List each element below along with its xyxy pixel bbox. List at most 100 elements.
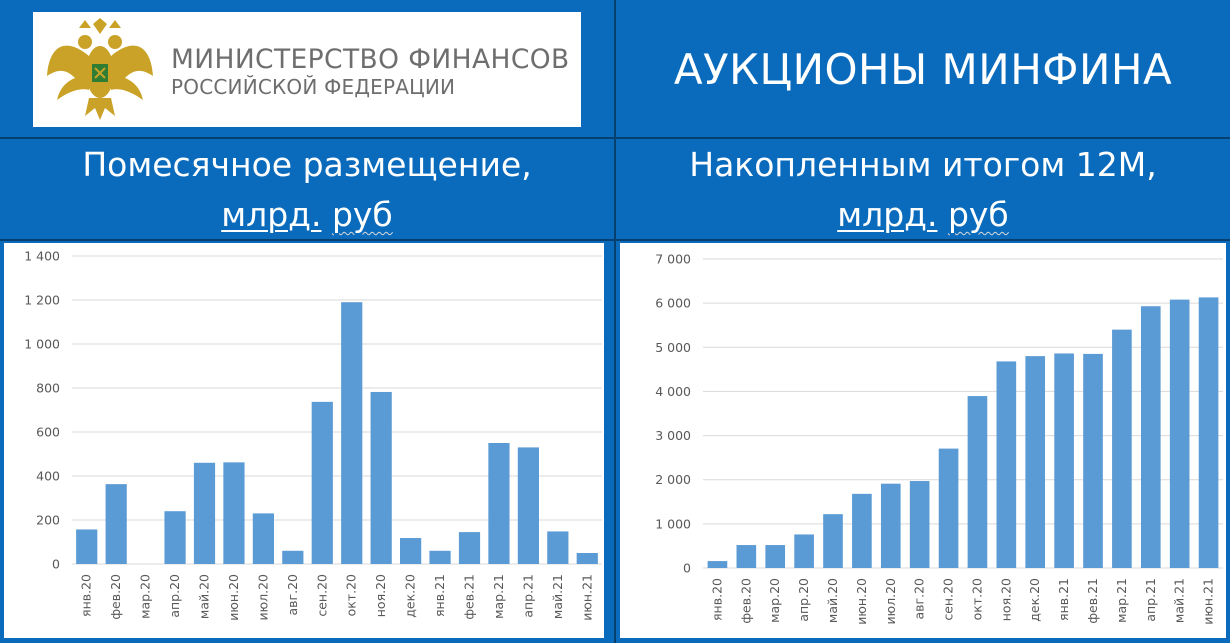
right-chart-subtitle: Накопленным итогом 12М, bbox=[689, 145, 1157, 184]
vertical-divider bbox=[614, 0, 616, 643]
x-tick-label: апр.20 bbox=[796, 578, 811, 622]
right-chart-heading: Накопленным итогом 12М, млрд. руб bbox=[616, 140, 1230, 240]
y-tick-label: 5 000 bbox=[655, 340, 691, 355]
bar bbox=[1198, 297, 1219, 568]
x-tick-label: янв.21 bbox=[432, 574, 447, 617]
x-tick-label: май.20 bbox=[825, 578, 840, 623]
bar bbox=[400, 538, 422, 564]
y-tick-label: 0 bbox=[683, 561, 691, 576]
bar bbox=[823, 514, 843, 568]
bar bbox=[1083, 353, 1103, 568]
x-tick-label: июл.20 bbox=[883, 578, 898, 625]
y-tick-label: 400 bbox=[36, 469, 60, 484]
bar bbox=[852, 493, 872, 568]
y-tick-label: 2 000 bbox=[655, 472, 691, 487]
left-unit-a: млрд. bbox=[221, 195, 322, 234]
x-tick-label: апр.21 bbox=[1143, 578, 1158, 622]
bar bbox=[1025, 356, 1046, 568]
monthly-placement-chart-panel: 0 200 400 600 800 1 000 1 200 1 400 янв.20 фев.20… bbox=[4, 243, 604, 638]
x-tick-label: авг.20 bbox=[285, 574, 300, 616]
bar bbox=[880, 483, 901, 568]
x-tick-label: фев.21 bbox=[1085, 578, 1100, 624]
x-tick-label: мар.20 bbox=[767, 578, 782, 623]
y-tick-label: 1 000 bbox=[24, 337, 60, 352]
x-tick-label: окт.20 bbox=[344, 574, 359, 616]
left-chart-heading: Помесячное размещение, млрд. руб bbox=[0, 140, 614, 240]
gridlines bbox=[703, 258, 1223, 569]
gridlines bbox=[72, 255, 602, 565]
page-title: АУКЦИОНЫ МИНФИНА bbox=[673, 44, 1173, 94]
bar bbox=[576, 553, 598, 564]
bar bbox=[429, 550, 451, 564]
x-tick-label: мар.21 bbox=[491, 574, 506, 619]
bar bbox=[517, 447, 539, 564]
x-tick-label: ноя.20 bbox=[373, 574, 388, 617]
x-tick-label: мар.21 bbox=[1114, 578, 1129, 623]
x-tick-label: апр.20 bbox=[167, 574, 182, 618]
x-tick-label: янв.21 bbox=[1056, 578, 1071, 621]
y-tick-label: 600 bbox=[36, 425, 60, 440]
y-tick-label: 1 200 bbox=[24, 293, 60, 308]
y-tick-label: 0 bbox=[52, 557, 60, 572]
left-unit-b: руб bbox=[331, 195, 393, 234]
y-tick-label: 6 000 bbox=[655, 296, 691, 311]
bar bbox=[938, 448, 959, 568]
x-tick-label: май.20 bbox=[197, 574, 212, 619]
monthly-placement-chart: 0 200 400 600 800 1 000 1 200 1 400 янв.20 фев.20… bbox=[24, 249, 602, 621]
x-tick-label: фев.20 bbox=[738, 578, 753, 624]
y-tick-label: 200 bbox=[36, 513, 60, 528]
bar bbox=[223, 462, 245, 564]
right-chart-unit: млрд. руб bbox=[616, 190, 1230, 240]
cumulative-12m-chart-panel: 0 1 000 2 000 3 000 4 000 5 000 6 000 7 000 янв.… bbox=[620, 243, 1226, 638]
bar bbox=[76, 529, 98, 564]
cumulative-12m-chart: 0 1 000 2 000 3 000 4 000 5 000 6 000 7 000 янв.… bbox=[655, 252, 1223, 625]
bar bbox=[164, 511, 186, 564]
x-tick-label: ноя.20 bbox=[998, 578, 1013, 621]
x-tick-label: май.21 bbox=[1172, 578, 1187, 623]
right-unit-a: млрд. bbox=[837, 195, 938, 234]
ministry-logo: МИНИСТЕРСТВО ФИНАНСОВ РОССИЙСКОЙ ФЕДЕРАЦ… bbox=[33, 12, 581, 127]
y-tick-label: 800 bbox=[36, 381, 60, 396]
horizontal-divider-bottom bbox=[0, 239, 1230, 241]
bar bbox=[370, 391, 392, 564]
bar bbox=[341, 302, 363, 564]
bar bbox=[282, 550, 304, 564]
x-tick-label: июл.20 bbox=[255, 574, 270, 621]
bar bbox=[547, 531, 569, 564]
x-tick-label: июн.21 bbox=[1201, 578, 1216, 625]
x-tick-label: сен.20 bbox=[314, 574, 329, 617]
right-unit-b: руб bbox=[947, 195, 1009, 234]
bar bbox=[996, 361, 1017, 568]
bar bbox=[707, 561, 728, 568]
x-tick-label: янв.20 bbox=[79, 574, 94, 617]
ministry-name-line2: РОССИЙСКОЙ ФЕДЕРАЦИИ bbox=[171, 75, 456, 99]
left-chart-unit: млрд. руб bbox=[0, 190, 614, 240]
y-tick-label: 3 000 bbox=[655, 428, 691, 443]
y-tick-label: 7 000 bbox=[655, 252, 691, 267]
ministry-name-line1: МИНИСТЕРСТВО ФИНАНСОВ bbox=[171, 44, 570, 75]
y-tick-label: 1 400 bbox=[24, 249, 60, 264]
bar bbox=[1169, 299, 1190, 568]
double-headed-eagle-emblem-icon bbox=[47, 18, 153, 120]
bar bbox=[252, 513, 274, 564]
bar bbox=[1140, 306, 1161, 568]
horizontal-divider-top bbox=[0, 137, 1230, 139]
bar bbox=[794, 534, 814, 568]
x-tick-label: мар.20 bbox=[138, 574, 153, 619]
bar bbox=[736, 545, 757, 568]
x-tick-label: июн.20 bbox=[226, 574, 241, 621]
bar bbox=[909, 481, 930, 568]
bar bbox=[967, 396, 988, 568]
bar bbox=[193, 462, 216, 564]
x-tick-label: фев.20 bbox=[108, 574, 123, 620]
bar bbox=[488, 443, 510, 564]
x-tick-label: янв.20 bbox=[709, 578, 724, 621]
x-tick-label: июн.20 bbox=[854, 578, 869, 625]
x-tick-label: дек.20 bbox=[403, 574, 418, 618]
x-tick-label: май.21 bbox=[550, 574, 565, 619]
x-tick-label: апр.21 bbox=[520, 574, 535, 618]
x-tick-label: июн.21 bbox=[579, 574, 594, 621]
bar bbox=[1112, 329, 1132, 568]
x-tick-label: дек.20 bbox=[1027, 578, 1042, 622]
x-tick-label: сен.20 bbox=[941, 578, 956, 621]
